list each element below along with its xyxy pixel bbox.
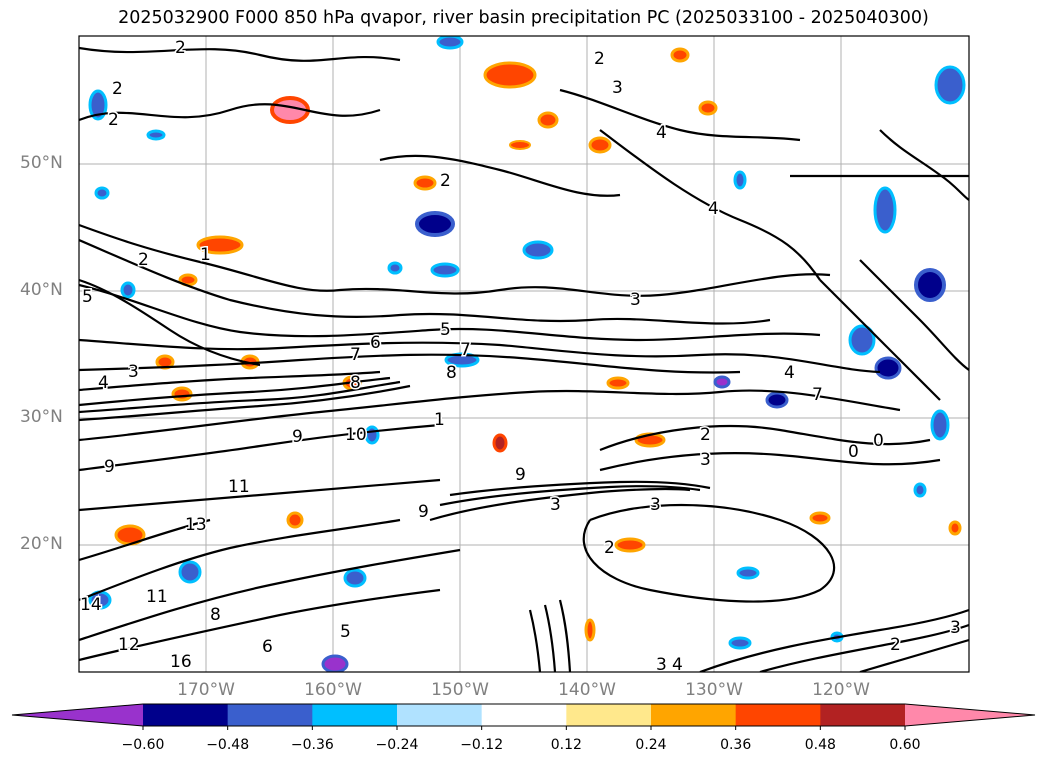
colorbar-bin [312, 704, 398, 726]
colorbar-tick-label: 0.12 [550, 737, 582, 753]
lon-label-160w: 160°W [304, 680, 362, 700]
contour-label: 14 [80, 595, 102, 615]
lon-label-150w: 150°W [431, 680, 489, 700]
contour-label: 13 [185, 515, 207, 535]
colorbar-bin [397, 704, 483, 726]
contour-label: 6 [370, 333, 381, 353]
contour-label: 4 [98, 373, 109, 393]
colorbar-tick-label: 0.48 [804, 737, 836, 753]
contour-label: 0 [848, 442, 859, 462]
contour-label: 2 [604, 538, 615, 558]
colorbar-bin [820, 704, 906, 726]
contour-label: 7 [460, 340, 471, 360]
contour-label: 3 [630, 290, 641, 310]
colorbar-tick-label: −0.48 [206, 737, 250, 753]
colorbar-tick-label: −0.60 [121, 737, 165, 753]
lon-label-120w: 120°W [812, 680, 870, 700]
colorbar-bin [143, 704, 229, 726]
contour-label: 3 [700, 450, 711, 470]
colorbar-bin [566, 704, 652, 726]
contour-label: 10 [345, 425, 367, 445]
contour-label: 3 [650, 495, 661, 515]
contour-labels: 2 2 2 2 3 4 4 2 1 2 5 3 5 6 7 8 4 3 7 8 … [79, 37, 962, 675]
contour-label: 5 [440, 320, 451, 340]
lat-label-30n: 30°N [20, 407, 63, 427]
contour-label: 11 [146, 587, 168, 607]
contour-label: 2 [890, 635, 901, 655]
colorbar-tick-label: 0.24 [635, 737, 667, 753]
colorbar-bin [735, 704, 821, 726]
lat-label-40n: 40°N [20, 280, 63, 300]
contour-label: 2 [108, 110, 119, 130]
contour-label: 0 [873, 431, 884, 451]
contour-label: 7 [812, 385, 823, 405]
colorbar-bin [227, 704, 313, 726]
contour-label: 6 [262, 637, 273, 657]
contour-label: 2 [112, 79, 123, 99]
contour-label: 5 [340, 622, 351, 642]
precip-anomaly-patches [88, 36, 966, 672]
contour-label: 4 [708, 199, 719, 219]
contour-label: 4 [784, 363, 795, 383]
colorbar-tick-label: 0.60 [889, 737, 921, 753]
lon-label-140w: 140°W [558, 680, 616, 700]
contour-label: 5 [82, 287, 93, 307]
contour-label: 9 [292, 427, 303, 447]
qvapor-contours [79, 46, 969, 672]
contour-label: 8 [446, 363, 457, 383]
contour-label: 2 [440, 171, 451, 191]
lon-label-130w: 130°W [685, 680, 743, 700]
map-background [79, 36, 969, 672]
colorbar-extend-max [905, 704, 1035, 726]
colorbar-tick-label: 0.36 [720, 737, 752, 753]
map-frame [78, 35, 970, 673]
contour-label: 2 [700, 425, 711, 445]
colorbar [11, 703, 1036, 730]
contour-label: 3 [656, 655, 667, 675]
contour-label: 9 [418, 502, 429, 522]
contour-label: 16 [170, 652, 192, 672]
colorbar-tick-label: −0.12 [460, 737, 504, 753]
contour-label: 3 [550, 495, 561, 515]
contour-label: 2 [594, 49, 605, 69]
contour-label: 4 [656, 123, 667, 143]
lat-label-50n: 50°N [20, 153, 63, 173]
lat-label-20n: 20°N [20, 534, 63, 554]
contour-label: 12 [118, 635, 140, 655]
contour-label: 9 [515, 465, 526, 485]
contour-label: 11 [228, 477, 250, 497]
contour-label: 8 [210, 605, 221, 625]
contour-label: 4 [672, 655, 683, 675]
positive-precip-patches [114, 47, 962, 642]
colorbar-tick-label: −0.24 [375, 737, 419, 753]
colorbar-tick-label: −0.36 [290, 737, 334, 753]
colorbar-extend-min [12, 704, 143, 726]
map-title: 2025032900 F000 850 hPa qvapor, river ba… [118, 8, 929, 28]
contour-label: 1 [434, 410, 445, 430]
contour-label: 2 [138, 250, 149, 270]
contour-label: 3 [612, 78, 623, 98]
contour-label: 1 [200, 245, 211, 265]
contour-label: 8 [350, 373, 361, 393]
contour-label: 3 [128, 362, 139, 382]
colorbar-bin [481, 704, 567, 726]
lon-label-170w: 170°W [177, 680, 235, 700]
contour-label: 9 [104, 457, 115, 477]
contour-label: 2 [175, 38, 186, 58]
colorbar-bin [651, 704, 737, 726]
contour-label: 3 [950, 618, 961, 638]
contour-label: 7 [350, 345, 361, 365]
